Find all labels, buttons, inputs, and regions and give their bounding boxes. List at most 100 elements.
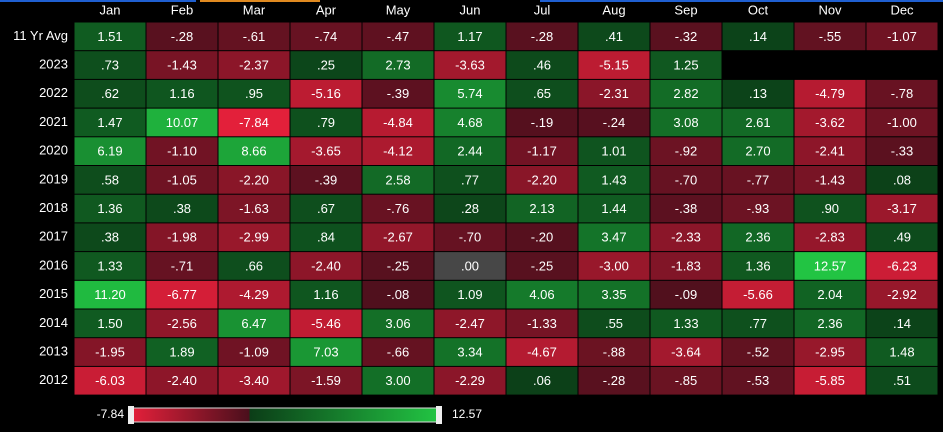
cell-label: .51	[893, 373, 911, 388]
heatmap-cell	[794, 108, 866, 137]
cell-label: .00	[461, 258, 479, 273]
cell-label: .55	[605, 316, 623, 331]
heatmap-cell	[290, 223, 362, 252]
heatmap-cell	[650, 51, 722, 79]
cell-label: -.08	[387, 287, 409, 302]
cell-label: 6.19	[97, 144, 122, 159]
cell-label: 1.50	[97, 316, 122, 331]
heatmap-cell	[866, 338, 938, 366]
heatmap-cell	[650, 194, 722, 223]
heatmap-cell	[146, 79, 218, 108]
cell-label: .38	[101, 230, 119, 245]
column-header: Sep	[674, 2, 697, 17]
cell-label: 7.03	[313, 344, 338, 359]
heatmap-cell	[146, 338, 218, 366]
row-label: 2020	[39, 143, 68, 158]
heatmap-cell	[578, 108, 650, 137]
row-label: 2012	[39, 372, 68, 387]
cell-label: 12.57	[814, 258, 847, 273]
cell-label: 3.06	[385, 316, 410, 331]
heatmap-cell	[362, 338, 434, 366]
cell-label: -2.83	[815, 230, 845, 245]
cell-label: -2.37	[239, 57, 269, 72]
heatmap-cell	[434, 79, 506, 108]
heatmap-cell	[506, 108, 578, 137]
cell-label: -1.43	[815, 172, 845, 187]
heatmap-cell	[866, 194, 938, 223]
heatmap-cell	[794, 280, 866, 309]
cell-label: -6.77	[167, 287, 197, 302]
heatmap-cell	[506, 280, 578, 309]
heatmap-cell	[578, 366, 650, 395]
heatmap-cell	[434, 223, 506, 252]
heatmap-cell	[722, 366, 794, 395]
heatmap-cell	[218, 252, 290, 280]
heatmap-cell	[722, 137, 794, 165]
cell-label: -2.20	[239, 172, 269, 187]
cell-label: -.25	[387, 258, 409, 273]
cell-label: 1.51	[97, 29, 122, 44]
cell-label: -2.92	[887, 287, 917, 302]
cell-label: -2.31	[599, 86, 629, 101]
cell-label: 2.73	[385, 57, 410, 72]
heatmap-cell	[650, 79, 722, 108]
heatmap-cell	[74, 223, 146, 252]
cell-label: -.28	[603, 373, 625, 388]
heatmap-cell	[578, 252, 650, 280]
cell-label: .46	[533, 57, 551, 72]
heatmap-cell	[434, 338, 506, 366]
cell-label: .28	[461, 201, 479, 216]
row-label: 2015	[39, 286, 68, 301]
heatmap-cell	[146, 22, 218, 51]
cell-label: 1.17	[457, 29, 482, 44]
cell-label: -.39	[387, 86, 409, 101]
heatmap-cell	[74, 338, 146, 366]
colorbar-min-label: -7.84	[97, 407, 125, 421]
cell-label: .67	[317, 201, 335, 216]
heatmap-cell	[722, 338, 794, 366]
cell-label: -1.07	[887, 29, 917, 44]
heatmap-cell	[74, 79, 146, 108]
cell-label: 1.01	[601, 144, 626, 159]
heatmap-cell	[218, 108, 290, 137]
heatmap-cell	[650, 22, 722, 51]
heatmap-cell	[74, 280, 146, 309]
cell-label: -.20	[531, 230, 553, 245]
cell-label: -1.05	[167, 172, 197, 187]
cell-label: -3.00	[599, 258, 629, 273]
cell-label: 3.00	[385, 373, 410, 388]
heatmap-cell	[722, 22, 794, 51]
cell-label: .77	[749, 316, 767, 331]
cell-label: 8.66	[241, 144, 266, 159]
heatmap-cell	[146, 252, 218, 280]
heatmap-cell	[290, 194, 362, 223]
heatmap-cell	[506, 194, 578, 223]
cell-label: -2.67	[383, 230, 413, 245]
column-header: Nov	[818, 2, 842, 17]
cell-label: -4.29	[239, 287, 269, 302]
heatmap-cell	[794, 79, 866, 108]
heatmap-cell	[650, 309, 722, 338]
cell-label: -1.63	[239, 201, 269, 216]
cell-label: -5.66	[743, 287, 773, 302]
cell-label: -2.47	[455, 316, 485, 331]
cell-label: 3.35	[601, 287, 626, 302]
cell-label: -1.33	[527, 316, 557, 331]
heatmap-cell	[794, 22, 866, 51]
heatmap-cell	[866, 366, 938, 395]
heatmap-cell	[650, 108, 722, 137]
heatmap-cell	[506, 338, 578, 366]
column-header: May	[386, 2, 411, 17]
cell-label: -.55	[819, 29, 841, 44]
cell-label: .84	[317, 230, 335, 245]
cell-label: .66	[245, 258, 263, 273]
heatmap-cell	[650, 137, 722, 165]
cell-label: 2.58	[385, 172, 410, 187]
heatmap-cell	[722, 223, 794, 252]
heatmap-cell	[218, 223, 290, 252]
cell-label: -.77	[747, 172, 769, 187]
cell-label: 1.16	[169, 86, 194, 101]
heatmap-cell	[218, 51, 290, 79]
heatmap-cell	[362, 223, 434, 252]
